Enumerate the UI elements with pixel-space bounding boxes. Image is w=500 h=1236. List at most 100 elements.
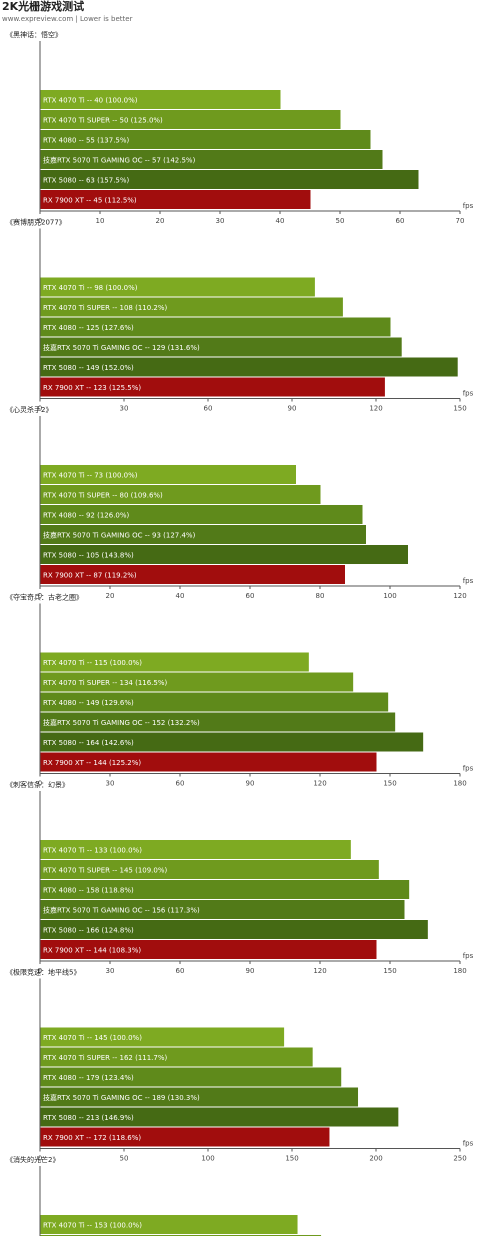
- bar-label: RTX 4070 Ti -- 145 (100.0%): [43, 1034, 142, 1042]
- bar: [40, 672, 354, 692]
- page-title: 2K光栅游戏测试: [2, 0, 85, 13]
- bar-label: RTX 5080 -- 63 (157.5%): [43, 177, 130, 185]
- bar-label: RTX 4080 -- 158 (118.8%): [43, 887, 134, 895]
- page-subtitle: www.expreview.com | Lower is better: [2, 15, 133, 23]
- bar: [40, 150, 383, 169]
- x-tick-label: 250: [453, 1155, 466, 1163]
- x-tick-label: 90: [246, 780, 255, 788]
- bar: [40, 1127, 330, 1147]
- bar-label: RX 7900 XT -- 123 (125.5%): [43, 384, 141, 392]
- bar-label: RX 7900 XT -- 144 (108.3%): [43, 947, 141, 955]
- x-tick-label: 70: [456, 217, 465, 225]
- bar-label: 技嘉RTX 5070 Ti GAMING OC -- 129 (131.6%): [43, 343, 200, 352]
- chart-title: 《刺客信条：幻景》: [6, 780, 69, 789]
- x-tick-label: 50: [336, 217, 345, 225]
- chart-5: 《刺客信条：幻景》 RTX 4070 Ti -- 133 (100.0%) RTX …: [6, 780, 474, 975]
- x-tick-label: 40: [276, 217, 285, 225]
- chart-7: 《消失的光芒2》RTX 4070 Ti -- 153 (100.0%)RTX 4…: [6, 1155, 322, 1236]
- bar: [40, 840, 351, 859]
- bar-label: RTX 5080 -- 213 (146.9%): [43, 1114, 134, 1122]
- x-tick-label: 60: [176, 967, 185, 975]
- bar-label: RTX 4070 Ti -- 133 (100.0%): [43, 847, 142, 855]
- bar-label: RTX 5080 -- 164 (142.6%): [43, 739, 134, 747]
- x-axis-unit: fps: [463, 577, 474, 585]
- bar-label: RX 7900 XT -- 87 (119.2%): [43, 572, 137, 580]
- x-tick-label: 150: [285, 1155, 298, 1163]
- x-tick-label: 30: [216, 217, 225, 225]
- bar-label: RTX 4080 -- 125 (127.6%): [43, 324, 134, 332]
- x-tick-label: 50: [120, 1155, 129, 1163]
- chart-title: 《黑神话：悟空》: [6, 30, 62, 39]
- bar-label: RTX 4080 -- 179 (123.4%): [43, 1074, 134, 1082]
- bar: [40, 1047, 313, 1067]
- chart-title: 《赛博朋克2077》: [6, 218, 66, 227]
- chart-title: 《夺宝奇兵：古老之圈》: [6, 593, 83, 602]
- x-tick-label: 0: [38, 592, 42, 600]
- x-tick-label: 60: [396, 217, 405, 225]
- bar: [40, 337, 402, 357]
- bar: [40, 110, 341, 129]
- bar: [40, 377, 385, 397]
- x-tick-label: 30: [106, 780, 115, 788]
- bar-label: RTX 4070 Ti -- 115 (100.0%): [43, 659, 142, 667]
- bar: [40, 732, 424, 752]
- bar: [40, 277, 315, 297]
- bar: [40, 880, 410, 899]
- bar: [40, 317, 391, 337]
- bar-label: RTX 5080 -- 105 (143.8%): [43, 552, 134, 560]
- bar-label: 技嘉RTX 5070 Ti GAMING OC -- 189 (130.3%): [43, 1093, 200, 1102]
- chart-title: 《消失的光芒2》: [6, 1155, 59, 1164]
- chart-1: 《黑神话：悟空》 RTX 4070 Ti -- 40 (100.0%) RTX 40…: [6, 30, 474, 225]
- x-axis-unit: fps: [463, 1140, 474, 1148]
- bar-label: RTX 4070 Ti -- 73 (100.0%): [43, 472, 138, 480]
- bar: [40, 1215, 298, 1234]
- bar-label: RTX 4070 Ti SUPER -- 80 (109.6%): [43, 492, 163, 500]
- bar-label: RTX 4070 Ti SUPER -- 108 (110.2%): [43, 304, 168, 312]
- bar: [40, 692, 389, 712]
- bar-label: 技嘉RTX 5070 Ti GAMING OC -- 152 (132.2%): [43, 718, 200, 727]
- bar-label: RX 7900 XT -- 172 (118.6%): [43, 1134, 141, 1142]
- bar: [40, 652, 309, 672]
- x-tick-label: 120: [313, 967, 326, 975]
- x-tick-label: 0: [38, 780, 42, 788]
- x-tick-label: 0: [38, 405, 42, 413]
- x-tick-label: 120: [313, 780, 326, 788]
- bar: [40, 505, 363, 524]
- bar-label: RTX 5080 -- 149 (152.0%): [43, 364, 134, 372]
- x-tick-label: 200: [369, 1155, 382, 1163]
- bar-label: RX 7900 XT -- 45 (112.5%): [43, 197, 137, 205]
- page-header: 2K光栅游戏测试 www.expreview.com | Lower is be…: [2, 0, 132, 24]
- bar-label: 技嘉RTX 5070 Ti GAMING OC -- 93 (127.4%): [43, 531, 196, 540]
- chart-title: 《极限竞速：地平线5》: [6, 968, 80, 977]
- bar-label: RTX 4080 -- 149 (129.6%): [43, 699, 134, 707]
- bar-label: RTX 4070 Ti -- 153 (100.0%): [43, 1222, 142, 1230]
- x-tick-label: 90: [288, 405, 297, 413]
- bar: [40, 565, 345, 584]
- bar: [40, 357, 458, 377]
- x-tick-label: 150: [383, 967, 396, 975]
- x-tick-label: 20: [156, 217, 165, 225]
- x-tick-label: 0: [38, 1155, 42, 1163]
- bar: [40, 752, 377, 772]
- x-axis-unit: fps: [463, 202, 474, 210]
- bar: [40, 90, 281, 109]
- x-tick-label: 30: [120, 405, 129, 413]
- x-tick-label: 0: [38, 967, 42, 975]
- bar: [40, 940, 377, 959]
- x-tick-label: 20: [106, 592, 115, 600]
- x-tick-label: 60: [246, 592, 255, 600]
- x-tick-label: 100: [201, 1155, 214, 1163]
- bar: [40, 170, 419, 189]
- chart-6: 《极限竞速：地平线5》 RTX 4070 Ti -- 145 (100.0%) RT…: [6, 968, 474, 1163]
- bar-label: RX 7900 XT -- 144 (125.2%): [43, 759, 141, 767]
- bar-label: RTX 4070 Ti SUPER -- 162 (111.7%): [43, 1054, 168, 1062]
- x-axis-unit: fps: [463, 952, 474, 960]
- bar: [40, 860, 379, 879]
- bar-label: RTX 4070 Ti -- 40 (100.0%): [43, 97, 138, 105]
- bar-label: RTX 4080 -- 55 (137.5%): [43, 137, 130, 145]
- x-tick-label: 100: [383, 592, 396, 600]
- bar: [40, 190, 311, 209]
- x-tick-label: 10: [96, 217, 105, 225]
- x-tick-label: 120: [369, 405, 382, 413]
